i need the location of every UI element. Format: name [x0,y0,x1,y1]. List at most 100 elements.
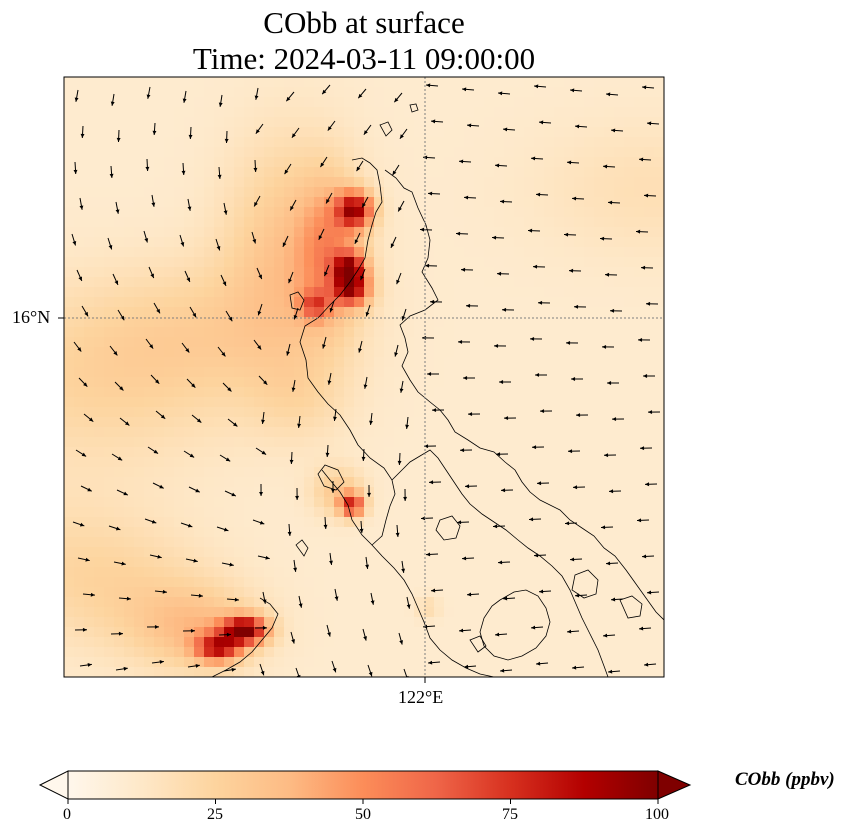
heatmap-cell [164,397,175,408]
heatmap-cell [604,167,615,178]
heatmap-cell [394,77,405,88]
heatmap-cell [304,637,315,648]
heatmap-cell [64,287,75,298]
heatmap-cell [424,157,435,168]
heatmap-cell [504,217,515,228]
heatmap-cell [74,487,85,498]
heatmap-cell [154,237,165,248]
wind-arrow-head [223,527,229,532]
heatmap-cell [464,567,475,578]
heatmap-cell [604,307,615,318]
heatmap-cell [554,117,565,128]
heatmap-cell [534,437,545,448]
heatmap-cell [484,587,495,598]
heatmap-cell [154,277,165,288]
heatmap-cell [184,77,195,88]
heatmap-cell [154,367,165,378]
heatmap-cell [414,157,425,168]
heatmap-cell [314,647,325,658]
heatmap-cell [504,517,515,528]
heatmap-cell [514,437,525,448]
heatmap-cell [174,77,185,88]
heatmap-cell [384,277,395,288]
heatmap-cell [364,377,375,388]
heatmap-cell [494,537,505,548]
heatmap-cell [564,317,575,328]
heatmap-cell [424,277,435,288]
heatmap-cell [354,427,365,438]
heatmap-cell [494,657,505,668]
heatmap-cell [134,567,145,578]
heatmap-cell [394,417,405,428]
heatmap-cell [264,427,275,438]
heatmap-cell [184,647,195,658]
heatmap-cell [334,537,345,548]
heatmap-cell [204,347,215,358]
heatmap-cell [84,367,95,378]
heatmap-cell [204,327,215,338]
heatmap-cell [604,567,615,578]
heatmap-cell [214,617,225,628]
heatmap-cell [84,477,95,488]
heatmap-cell [154,187,165,198]
heatmap-cell [184,567,195,578]
heatmap-cell [394,367,405,378]
heatmap-cell [114,237,125,248]
heatmap-cell [234,557,245,568]
heatmap-cell [194,607,205,618]
heatmap-cell [304,157,315,168]
heatmap-cell [274,497,285,508]
wind-arrow-head [636,229,641,234]
heatmap-cell [74,77,85,88]
heatmap-cell [264,227,275,238]
heatmap-cell [524,597,535,608]
heatmap-cell [604,647,615,658]
wind-arrow-head [494,343,499,348]
heatmap-cell [164,387,175,398]
heatmap-cell [374,247,385,258]
heatmap-cell [214,227,225,238]
heatmap-cell [114,347,125,358]
heatmap-cell [554,437,565,448]
heatmap-cell [124,437,135,448]
heatmap-cell [274,657,285,668]
heatmap-cell [224,667,235,677]
heatmap-cell [574,627,585,638]
heatmap-cell [354,597,365,608]
heatmap-cell [484,417,495,428]
heatmap-cell [324,457,335,468]
heatmap-cell [214,277,225,288]
heatmap-cell [524,557,535,568]
heatmap-cell [614,417,625,428]
heatmap-cell [114,217,125,228]
heatmap-cell [364,207,375,218]
heatmap-cell [584,187,595,198]
heatmap-cell [174,287,185,298]
wind-arrow-head [359,528,364,533]
heatmap-cell [154,177,165,188]
heatmap-cell [174,557,185,568]
heatmap-cell [434,537,445,548]
heatmap-cell [634,177,645,188]
heatmap-cell [234,297,245,308]
heatmap-cell [254,497,265,508]
heatmap-cell [74,317,85,328]
heatmap-cell [474,387,485,398]
heatmap-cell [524,477,535,488]
heatmap-cell [234,487,245,498]
heatmap-cell [114,377,125,388]
heatmap-cell [604,237,615,248]
heatmap-cell [214,437,225,448]
heatmap-cell [114,467,125,478]
heatmap-cell [534,587,545,598]
heatmap-cell [544,177,555,188]
heatmap-cell [434,187,445,198]
heatmap-cell [604,437,615,448]
heatmap-cell [574,467,585,478]
heatmap-cell [654,317,664,328]
heatmap-cell [164,497,175,508]
heatmap-cell [424,287,435,298]
heatmap-cell [494,487,505,498]
wind-arrow-head [227,387,232,392]
heatmap-cell [74,387,85,398]
